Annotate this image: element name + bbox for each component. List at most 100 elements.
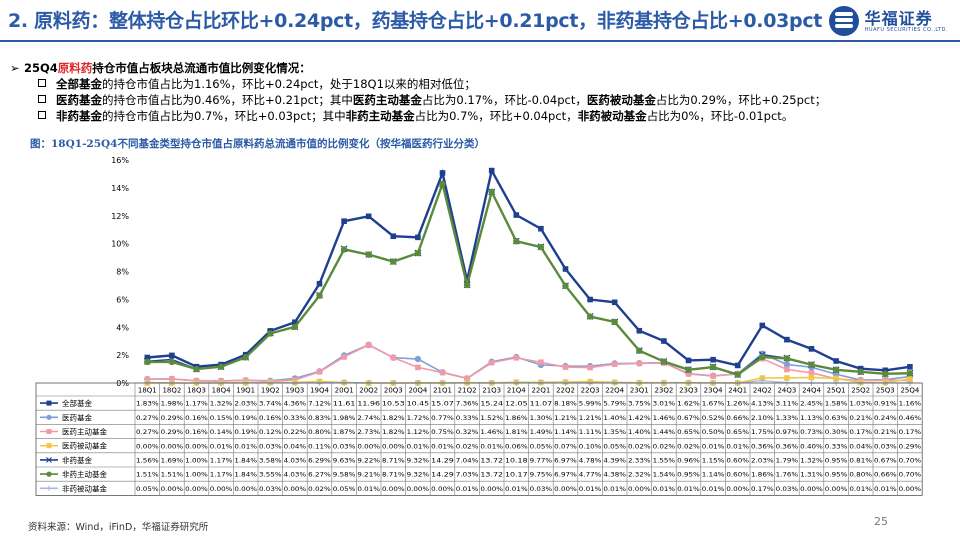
data-point xyxy=(316,292,323,299)
series-line xyxy=(147,167,911,372)
data-label: 0.01% xyxy=(579,486,602,493)
data-label: 0.21% xyxy=(874,429,897,436)
data-point xyxy=(907,376,913,382)
data-label: 0.01% xyxy=(407,443,430,450)
data-point xyxy=(685,366,692,373)
data-label: 0.27% xyxy=(136,415,159,422)
data-label: 0.19% xyxy=(234,415,257,422)
y-tick-label: 14% xyxy=(111,184,129,193)
data-label: 0.16% xyxy=(259,415,282,422)
data-point xyxy=(586,313,594,320)
data-point xyxy=(562,364,569,370)
data-label: 4.39% xyxy=(603,458,626,465)
data-label: 0.00% xyxy=(357,443,380,450)
data-point xyxy=(784,336,790,343)
data-label: 3.75% xyxy=(628,401,651,408)
data-point xyxy=(439,170,446,176)
x-tick-label: 18Q1 xyxy=(138,387,157,395)
data-label: 0.95% xyxy=(825,472,848,479)
data-point xyxy=(316,280,323,287)
data-label: 1.03% xyxy=(849,401,872,408)
data-label: 0.16% xyxy=(185,429,208,436)
data-point xyxy=(734,371,741,378)
data-label: 4.78% xyxy=(579,458,602,465)
data-label: 0.81% xyxy=(849,458,872,465)
data-label: 5.99% xyxy=(579,401,602,408)
data-point xyxy=(808,346,815,352)
y-tick-label: 4% xyxy=(116,323,129,332)
data-point xyxy=(710,373,716,379)
x-tick-label: 19Q1 xyxy=(236,387,255,395)
data-point xyxy=(759,322,766,329)
data-label: 13.72 xyxy=(480,472,503,479)
data-label: 0.03% xyxy=(530,486,553,493)
data-label: 0.00% xyxy=(800,486,823,493)
data-label: 0.01% xyxy=(702,486,725,493)
data-label: 0.12% xyxy=(259,429,282,436)
data-label: 1.67% xyxy=(702,401,725,408)
data-point xyxy=(169,352,175,359)
data-label: 0.00% xyxy=(407,486,430,493)
data-point xyxy=(784,375,790,381)
data-point xyxy=(292,319,298,326)
legend-marker xyxy=(46,400,52,406)
data-label: 0.33% xyxy=(284,415,307,422)
data-label: 6.27% xyxy=(308,472,331,479)
logo-english-name: HUAFU SECURITIES CO.,LTD. xyxy=(864,26,948,33)
x-tick-label: 23Q2 xyxy=(654,387,673,395)
data-label: 1.17% xyxy=(210,458,233,465)
data-label: 0.01% xyxy=(234,443,257,450)
data-label: 2.03% xyxy=(751,458,774,465)
data-label: 0.05% xyxy=(136,486,159,493)
x-tick-label: 24Q1 xyxy=(728,387,747,395)
data-label: 0.50% xyxy=(702,429,725,436)
data-point xyxy=(882,367,889,374)
data-point xyxy=(685,357,692,364)
data-point xyxy=(857,368,864,376)
data-label: 12.05 xyxy=(505,401,528,408)
legend-marker xyxy=(46,429,52,434)
data-label: 0.01% xyxy=(702,443,725,450)
x-tick-label: 20Q1 xyxy=(335,387,354,395)
data-label: 0.02% xyxy=(308,486,331,493)
x-tick-label: 22Q4 xyxy=(605,387,624,395)
x-tick-label: 24Q3 xyxy=(777,387,796,395)
chart-caption: 图：18Q1-25Q4不同基金类型持仓市值占原料药总流通市值的比例变化（按华福医… xyxy=(30,138,485,150)
data-label: 0.46% xyxy=(899,415,922,422)
data-label: 0.00% xyxy=(726,486,749,493)
data-point xyxy=(808,374,815,381)
data-point xyxy=(783,379,790,386)
data-label: 7.03% xyxy=(456,472,479,479)
data-point xyxy=(390,354,397,361)
data-label: 1.83% xyxy=(136,401,159,408)
data-label: 0.02% xyxy=(628,443,651,450)
data-label: 1.21% xyxy=(554,415,577,422)
data-label: 0.80% xyxy=(308,429,331,436)
data-label: 1.00% xyxy=(185,472,208,479)
data-label: 0.00% xyxy=(161,486,184,493)
data-label: 2.32% xyxy=(628,472,651,479)
x-tick-label: 20Q4 xyxy=(408,387,427,395)
data-label: 1.81% xyxy=(505,429,528,436)
data-label: 0.29% xyxy=(899,443,922,450)
data-label: 0.01% xyxy=(456,486,479,493)
data-label: 1.12% xyxy=(407,429,430,436)
data-label: 9.21% xyxy=(357,472,380,479)
data-label: 9.22% xyxy=(357,458,380,465)
data-label: 7.12% xyxy=(308,401,331,408)
data-label: 2.45% xyxy=(800,401,823,408)
data-label: 1.79% xyxy=(776,458,799,465)
data-label: 0.00% xyxy=(161,443,184,450)
data-label: 0.60% xyxy=(726,472,749,479)
series-line xyxy=(147,181,910,376)
data-label: 1.82% xyxy=(382,429,405,436)
x-tick-label: 23Q3 xyxy=(679,387,698,395)
data-label: 1.42% xyxy=(628,415,651,422)
data-label: 10.45 xyxy=(407,401,430,408)
data-point xyxy=(193,365,200,373)
data-point xyxy=(833,375,839,382)
data-label: 6.97% xyxy=(554,472,577,479)
data-label: 0.05% xyxy=(603,443,626,450)
data-label: 0.33% xyxy=(456,415,479,422)
data-point xyxy=(783,355,791,362)
